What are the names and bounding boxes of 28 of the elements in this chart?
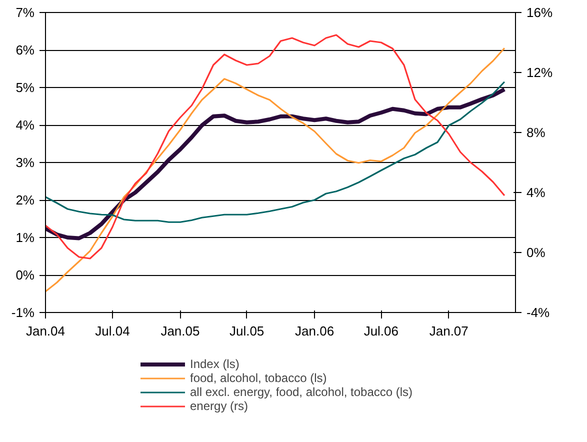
x-tick-label: Jul.05 [229,324,264,338]
y-tick-label: 1% [16,230,35,245]
line-series [46,47,506,292]
y2-tick-label: -4% [526,305,550,320]
y-tick-label: 2% [16,192,35,208]
y2-tick-label: 4% [526,185,546,200]
y2-tick-label: 8% [526,125,546,140]
y-tick-label: 3% [16,155,35,170]
legend-label: all excl. energy, food, alcohol, tobacco (ls) [190,385,413,399]
y-tick-label: -1% [11,305,35,320]
legend-label: food, alcohol, tobacco (ls) [190,371,327,385]
line-series [46,34,506,260]
y-tick-label: 5% [16,80,35,95]
legend-label: Index (ls) [190,357,240,371]
x-tick-label: Jan.06 [295,324,334,338]
y2-tick-label: 0% [526,245,546,260]
x-tick-label: Jul.04 [95,324,130,338]
y2-tick-label: 12% [526,65,553,80]
y-tick-label: 0% [16,268,35,282]
x-tick-label: Jan.07 [429,324,468,338]
y-tick-label: 7% [16,5,35,20]
y-tick-label: 6% [16,42,35,58]
x-tick-label: Jan.05 [160,324,200,338]
x-tick-label: Jan.04 [26,324,66,338]
legend-label: energy (rs) [190,399,248,413]
y-tick-label: 4% [16,118,35,132]
y2-tick-label: 16% [526,5,553,20]
x-tick-label: Jul.06 [364,324,399,338]
